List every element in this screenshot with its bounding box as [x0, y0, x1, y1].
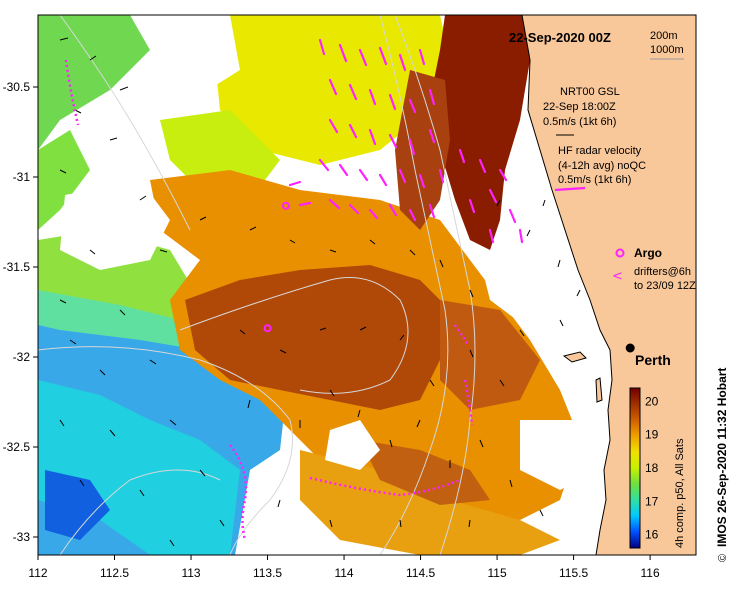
- perth-label: Perth: [635, 352, 671, 368]
- argo-floats: [263, 201, 290, 333]
- hf-legend-line1: HF radar velocity: [558, 145, 642, 157]
- hf-legend-arrow: [554, 186, 586, 192]
- colorbar-tick-label: 18: [645, 461, 659, 475]
- sst-shelf-warm: [430, 15, 530, 250]
- cloud-gap-west: [60, 180, 170, 270]
- drifter-track-shelf: [463, 379, 474, 426]
- x-tick-label: 114: [334, 566, 353, 580]
- perth-marker: [625, 343, 635, 353]
- credit-text: IMOS 26-Sep-2020 11:32 Hobart: [715, 368, 729, 547]
- x-tick-label: 113.5: [253, 566, 282, 580]
- drifter-legend-line1: drifters@6h: [634, 266, 691, 278]
- model-legend-line3: 0.5m/s (1kt 6h): [543, 116, 616, 128]
- colorbar-tick-label: 19: [645, 428, 659, 442]
- map-title: 22-Sep-2020 00Z: [509, 30, 611, 45]
- isobaths: [38, 15, 476, 555]
- sst-warm-core-east: [440, 300, 540, 410]
- isobath-4000m: [38, 346, 293, 555]
- x-tick-label: 116: [641, 566, 660, 580]
- hf-legend-line2: (4-12h avg) noQC: [558, 160, 646, 172]
- y-tick-label: -32: [13, 350, 31, 364]
- cloud-gap-shelf: [480, 260, 560, 330]
- isobath-2000m: [179, 277, 409, 394]
- copyright-symbol: ©: [717, 554, 729, 562]
- y-tick-label: -31: [13, 170, 31, 184]
- colorbar-label: 4h comp. p50, All Sats: [674, 438, 686, 548]
- y-tick-label: -33: [13, 530, 31, 544]
- x-tick-label: 115.5: [559, 566, 588, 580]
- sst-warm-south: [360, 440, 490, 505]
- land-mass: [521, 15, 696, 555]
- x-tick-label: 113: [181, 566, 200, 580]
- x-tick-label: 114.5: [406, 566, 435, 580]
- hf-legend-line3: 0.5m/s (1kt 6h): [558, 174, 631, 186]
- x-tick-label: 115: [487, 566, 506, 580]
- argo-float-marker: [263, 324, 272, 333]
- y-tick-label: -32.5: [3, 440, 31, 454]
- colorbar-tick-label: 16: [645, 528, 659, 542]
- cloud-gap-southeast: [520, 420, 600, 490]
- colorbar-tick-label: 20: [645, 394, 659, 408]
- isobath-northwest: [59, 15, 191, 231]
- sst-shelf-brown: [395, 70, 450, 230]
- y-axis: -30.5 -31 -31.5 -32 -32.5 -33: [3, 80, 38, 544]
- argo-float-marker: [281, 201, 290, 210]
- drifter-legend-line2: to 23/09 12Z: [634, 280, 696, 292]
- bathy-legend-200m: 200m: [650, 30, 678, 42]
- colorbar: [629, 387, 641, 549]
- sst-yellow-north: [215, 15, 450, 165]
- colorbar-ticks: 20 19 18 17 16: [645, 394, 659, 541]
- drifter-tracks: [64, 59, 474, 541]
- rottnest-island: [562, 351, 587, 363]
- model-current-vectors: [59, 37, 581, 547]
- drifter-track-offshore: [453, 324, 470, 346]
- isobath-1000m: [379, 15, 449, 555]
- sst-field: [38, 15, 600, 555]
- sst-green-northwest: [38, 130, 90, 230]
- model-legend-line1: NRT00 GSL: [560, 86, 620, 98]
- sst-green-west: [38, 15, 150, 150]
- colorbar-tick-label: 17: [645, 494, 659, 508]
- plot-area: [38, 15, 696, 555]
- y-tick-label: -31.5: [3, 260, 31, 274]
- argo-legend-marker: [615, 248, 625, 258]
- drifter-legend-marker: <: [612, 269, 623, 284]
- plot-frame: [37, 14, 697, 556]
- x-axis: 112 112.5 113 113.5 114 114.5 115 115.5 116: [28, 555, 660, 580]
- cloud-gap-southwest: [325, 420, 380, 470]
- argo-legend-label: Argo: [634, 246, 662, 260]
- sst-deep-blue-patch: [45, 470, 110, 540]
- drifter-track-north: [64, 59, 80, 126]
- x-tick-label: 112.5: [100, 566, 129, 580]
- y-tick-label: -30.5: [3, 80, 31, 94]
- hf-radar-vectors: [288, 38, 524, 244]
- x-tick-label: 112: [28, 566, 47, 580]
- isobath-deep-west: [59, 469, 221, 555]
- cloud-gap-north: [140, 15, 240, 95]
- sst-warm-core: [185, 265, 450, 410]
- model-legend-line2: 22-Sep 18:00Z: [543, 101, 616, 113]
- sst-orange-south: [300, 450, 560, 555]
- bathy-legend-1000m: 1000m: [650, 44, 684, 56]
- garden-island: [595, 377, 603, 403]
- drifter-track-south: [309, 476, 461, 497]
